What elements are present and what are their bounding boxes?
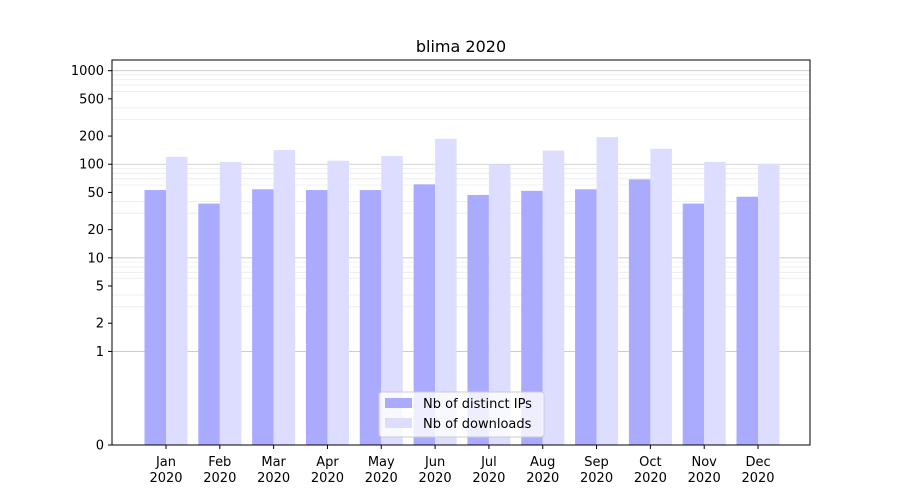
y-tick-label: 200 bbox=[79, 130, 104, 145]
x-tick-label: Aug 2020 bbox=[526, 455, 559, 486]
axes bbox=[111, 59, 811, 446]
x-tick-label: Mar 2020 bbox=[257, 455, 290, 486]
legend: Nb of distinct IPs Nb of downloads bbox=[378, 391, 545, 438]
bar-downloads bbox=[488, 164, 511, 445]
bar-downloads bbox=[381, 155, 403, 445]
legend-box bbox=[378, 391, 545, 438]
x-tick-label: Jan 2020 bbox=[149, 455, 182, 486]
plot-frame bbox=[111, 59, 811, 446]
bar-downloads bbox=[596, 137, 619, 445]
bar-downloads bbox=[704, 161, 726, 445]
y-tick-label: 500 bbox=[79, 92, 104, 107]
x-tick-label: Jun 2020 bbox=[419, 455, 452, 486]
bar-downloads bbox=[327, 160, 349, 446]
x-tick-label: Feb 2020 bbox=[203, 455, 236, 486]
y-tick-label: 0 bbox=[96, 439, 104, 454]
y-tick-label: 1 bbox=[96, 345, 104, 360]
x-tick-label: Oct 2020 bbox=[634, 455, 667, 486]
y-tick-label: 1000 bbox=[71, 64, 104, 79]
y-tick-label: 100 bbox=[79, 158, 104, 173]
y-tick-label: 50 bbox=[87, 186, 104, 201]
x-tick-label: Dec 2020 bbox=[741, 455, 774, 486]
bar-distinct-ips bbox=[682, 203, 705, 445]
y-tick-label: 10 bbox=[87, 251, 104, 266]
bars bbox=[144, 137, 780, 446]
bar-distinct-ips bbox=[467, 194, 489, 445]
bar-distinct-ips bbox=[198, 203, 220, 445]
y-tick-label: 5 bbox=[96, 280, 104, 295]
x-tick-label: Apr 2020 bbox=[311, 455, 344, 486]
legend-label: Nb of distinct IPs bbox=[423, 397, 532, 412]
bar-distinct-ips bbox=[413, 184, 436, 445]
bar-distinct-ips bbox=[521, 190, 543, 445]
bar-downloads bbox=[650, 148, 672, 445]
bar-downloads bbox=[758, 163, 780, 445]
bar-distinct-ips bbox=[736, 196, 759, 445]
y-tick-label: 2 bbox=[96, 317, 104, 332]
x-tick-label: May 2020 bbox=[365, 455, 398, 486]
y-tick-label: 20 bbox=[87, 223, 104, 238]
bar-downloads bbox=[273, 149, 296, 445]
x-tick-label: Nov 2020 bbox=[688, 455, 721, 486]
legend-swatch bbox=[385, 418, 412, 428]
bar-distinct-ips bbox=[628, 179, 651, 445]
bar-distinct-ips bbox=[305, 190, 328, 445]
bar-distinct-ips bbox=[252, 189, 274, 445]
bar-downloads bbox=[166, 156, 188, 446]
y-axis-ticks: 0 1 2 5 10 20 50 100 200 500 1000 bbox=[71, 64, 112, 454]
legend-label: Nb of downloads bbox=[423, 417, 532, 432]
bar-distinct-ips bbox=[575, 189, 597, 445]
bar-distinct-ips bbox=[144, 190, 166, 445]
bar-distinct-ips bbox=[359, 190, 382, 445]
x-tick-label: Jul 2020 bbox=[472, 455, 505, 486]
chart-title: blima 2020 bbox=[416, 37, 506, 56]
legend-swatch bbox=[385, 398, 412, 408]
x-tick-label: Sep 2020 bbox=[580, 455, 613, 486]
bar-downloads bbox=[542, 150, 565, 445]
x-axis-ticks: Jan 2020 Feb 2020 Mar 2020 Apr 2020 May 2020 Jun 20… bbox=[149, 445, 775, 486]
bar-downloads bbox=[435, 138, 457, 445]
bar-downloads bbox=[219, 161, 242, 445]
